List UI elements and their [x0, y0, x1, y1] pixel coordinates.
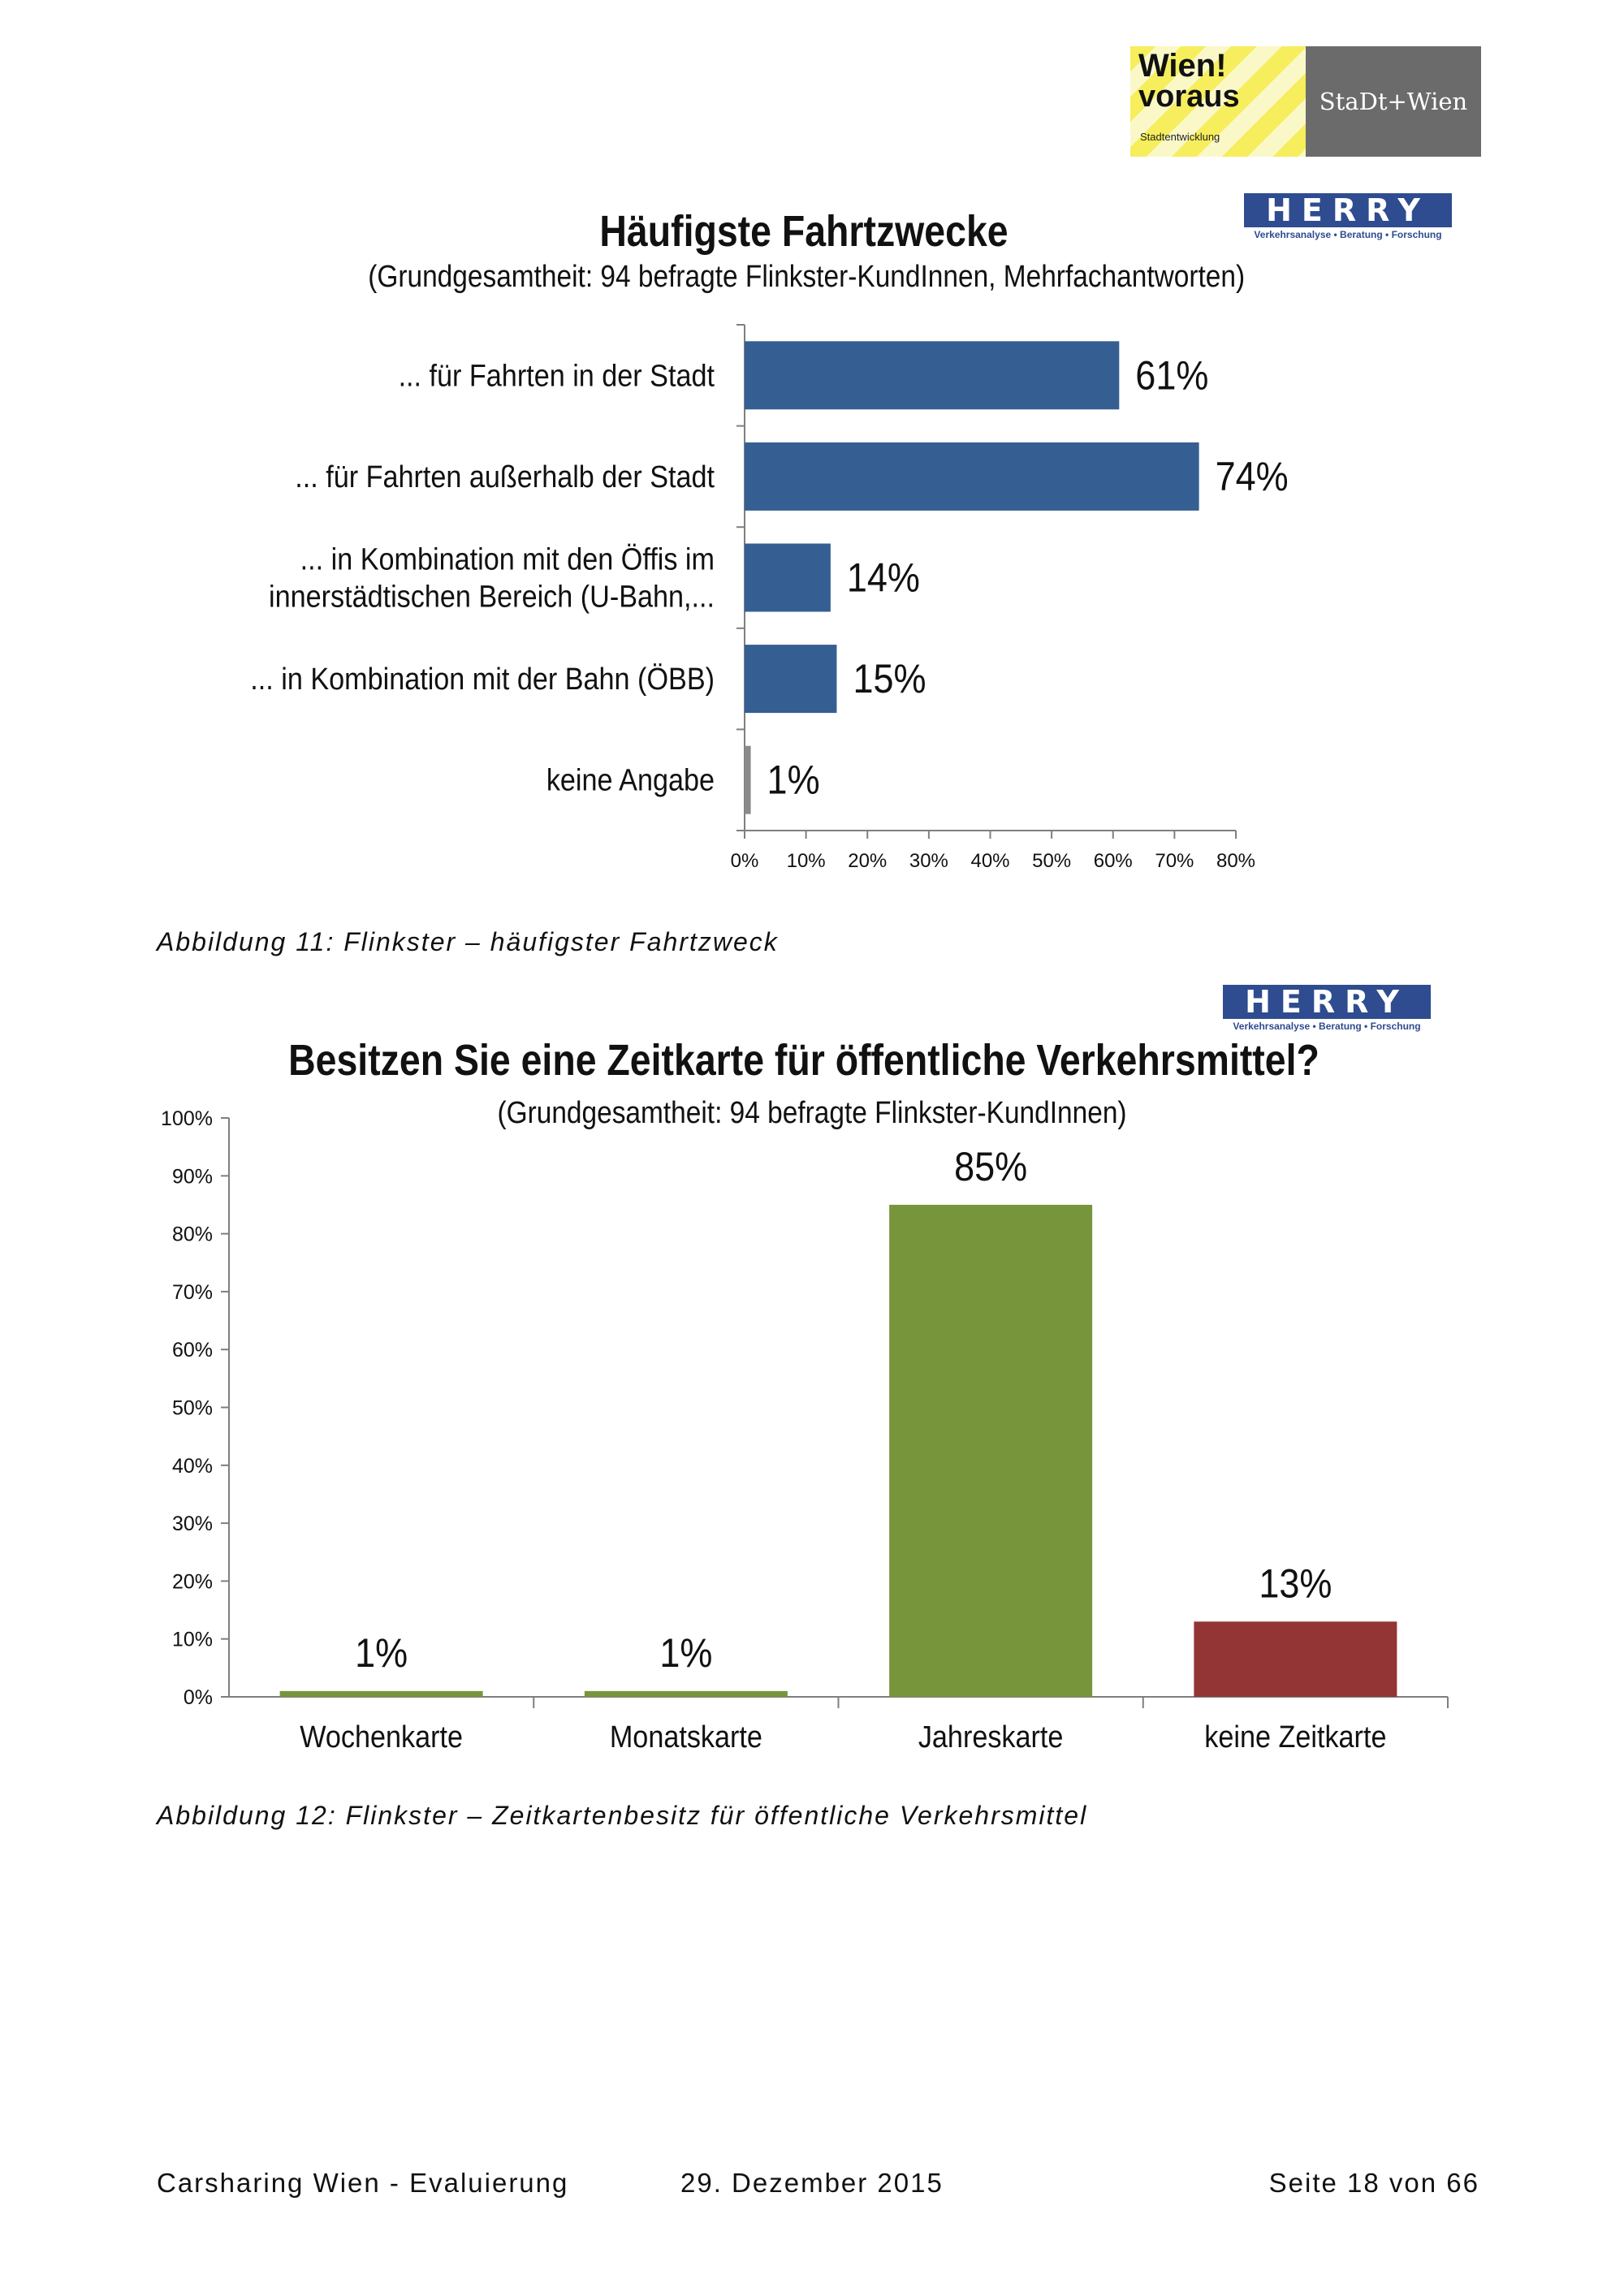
chart1-x-tick-label: 30% [909, 850, 948, 872]
chart2-y-tick-label: 100% [161, 1107, 213, 1130]
figure1-caption: Abbildung 11: Flinkster – häufigster Fah… [157, 927, 779, 956]
stadt-wien-logo: StaDt+Wien [1306, 46, 1481, 157]
chart2-data-label: 1% [659, 1631, 712, 1677]
chart1-data-label: 14% [847, 555, 920, 601]
chart2-category-label: Monatskarte [610, 1719, 762, 1754]
chart2-title: Besitzen Sie eine Zeitkarte für öffentli… [288, 1036, 1320, 1085]
chart2-y-tick-label: 0% [184, 1686, 213, 1709]
chart2-data-label: 1% [355, 1631, 408, 1677]
chart1-category-label: innerstädtischen Bereich (U-Bahn,... [269, 579, 715, 614]
chart1-subtitle: (Grundgesamtheit: 94 befragte Flinkster-… [368, 260, 1246, 294]
chart2-bar [1194, 1621, 1397, 1697]
chart2-y-tick-label: 50% [172, 1397, 213, 1420]
herry-logo-tagline: Verkehrsanalyse • Beratung • Forschung [1233, 1021, 1421, 1032]
chart2-y-tick-label: 40% [172, 1455, 213, 1478]
chart1-horizontal-bar-chart: 0% 10% 20% 30% 40% 50% 60% 70% 80% 61% ... für Fah… [250, 324, 1289, 872]
chart1-category-label: ... für Fahrten außerhalb der Stadt [295, 459, 715, 494]
chart2-y-tick-label: 80% [172, 1224, 213, 1246]
chart1-x-tick-label: 50% [1032, 850, 1071, 872]
herry-logo-name: HERRY [1223, 985, 1431, 1019]
logo-wien-line2: voraus [1138, 80, 1240, 114]
chart1-bar [745, 341, 1120, 410]
chart2-y-tick-label: 10% [172, 1629, 213, 1651]
chart1-data-label: 61% [1135, 353, 1208, 399]
herry-logo-name: HERRY [1244, 193, 1452, 227]
chart1-x-tick-label: 0% [731, 850, 759, 872]
chart2-bar [584, 1690, 788, 1697]
chart1-x-tick-label: 40% [970, 850, 1009, 872]
chart1-x-tick-label: 70% [1155, 850, 1194, 872]
chart1-category-label: ... in Kombination mit den Öffis im [300, 542, 715, 576]
logo-wien-line1: Wien! [1138, 48, 1227, 84]
chart2-vertical-bar-chart: 0% 10% 20% 30% 40% 50% 60% 70% 80% 90% 100% 1% Woche… [161, 1107, 1449, 1754]
chart2-category-label: Wochenkarte [300, 1719, 463, 1754]
footer-document-title: Carsharing Wien - Evaluierung [157, 2168, 569, 2198]
chart2-bar [889, 1204, 1093, 1697]
chart2-y-tick-label: 60% [172, 1339, 213, 1362]
footer-page-number: Seite 18 von 66 [1268, 2168, 1479, 2198]
figure2-caption: Abbildung 12: Flinkster – Zeitkartenbesi… [157, 1801, 1088, 1830]
chart2-data-label: 85% [954, 1145, 1027, 1190]
chart2-category-label: Jahreskarte [918, 1719, 1064, 1754]
chart1-x-tick-label: 80% [1216, 850, 1255, 872]
chart1-x-tick-label: 20% [848, 850, 887, 872]
chart2-y-tick-label: 20% [172, 1570, 213, 1593]
herry-logo: HERRY Verkehrsanalyse • Beratung • Forsc… [1223, 985, 1431, 1038]
chart1-category-label: keine Angabe [546, 762, 715, 797]
chart1-data-label: 74% [1216, 455, 1289, 500]
chart2-y-tick-label: 90% [172, 1165, 213, 1188]
chart1-bar [745, 442, 1199, 511]
chart1-category-label: ... in Kombination mit der Bahn (ÖBB) [250, 661, 715, 696]
chart1-data-label: 1% [767, 758, 820, 804]
chart1-bar [745, 645, 837, 714]
chart1-category-label: ... für Fahrten in der Stadt [399, 358, 715, 393]
logo-wien-sub: Stadtentwicklung [1140, 131, 1220, 143]
chart1-bar [745, 543, 831, 612]
chart2-data-label: 13% [1259, 1561, 1332, 1607]
chart1-data-label: 15% [853, 657, 926, 702]
chart2-subtitle: (Grundgesamtheit: 94 befragte Flinkster-… [497, 1096, 1127, 1130]
chart1-x-tick-label: 60% [1094, 850, 1133, 872]
chart2-bar [279, 1690, 483, 1697]
chart2-y-tick-label: 30% [172, 1513, 213, 1535]
chart1-bar [745, 745, 751, 814]
chart2-category-label: keine Zeitkarte [1204, 1719, 1386, 1754]
wien-voraus-logo: Wien! voraus Stadtentwicklung [1130, 46, 1306, 157]
chart2-y-tick-label: 70% [172, 1281, 213, 1304]
chart1-title: Häufigste Fahrtzwecke [599, 207, 1009, 256]
herry-logo-tagline: Verkehrsanalyse • Beratung • Forschung [1254, 229, 1442, 240]
footer-date: 29. Dezember 2015 [680, 2168, 944, 2198]
herry-logo: HERRY Verkehrsanalyse • Beratung • Forsc… [1244, 193, 1452, 247]
chart1-x-tick-label: 10% [787, 850, 826, 872]
